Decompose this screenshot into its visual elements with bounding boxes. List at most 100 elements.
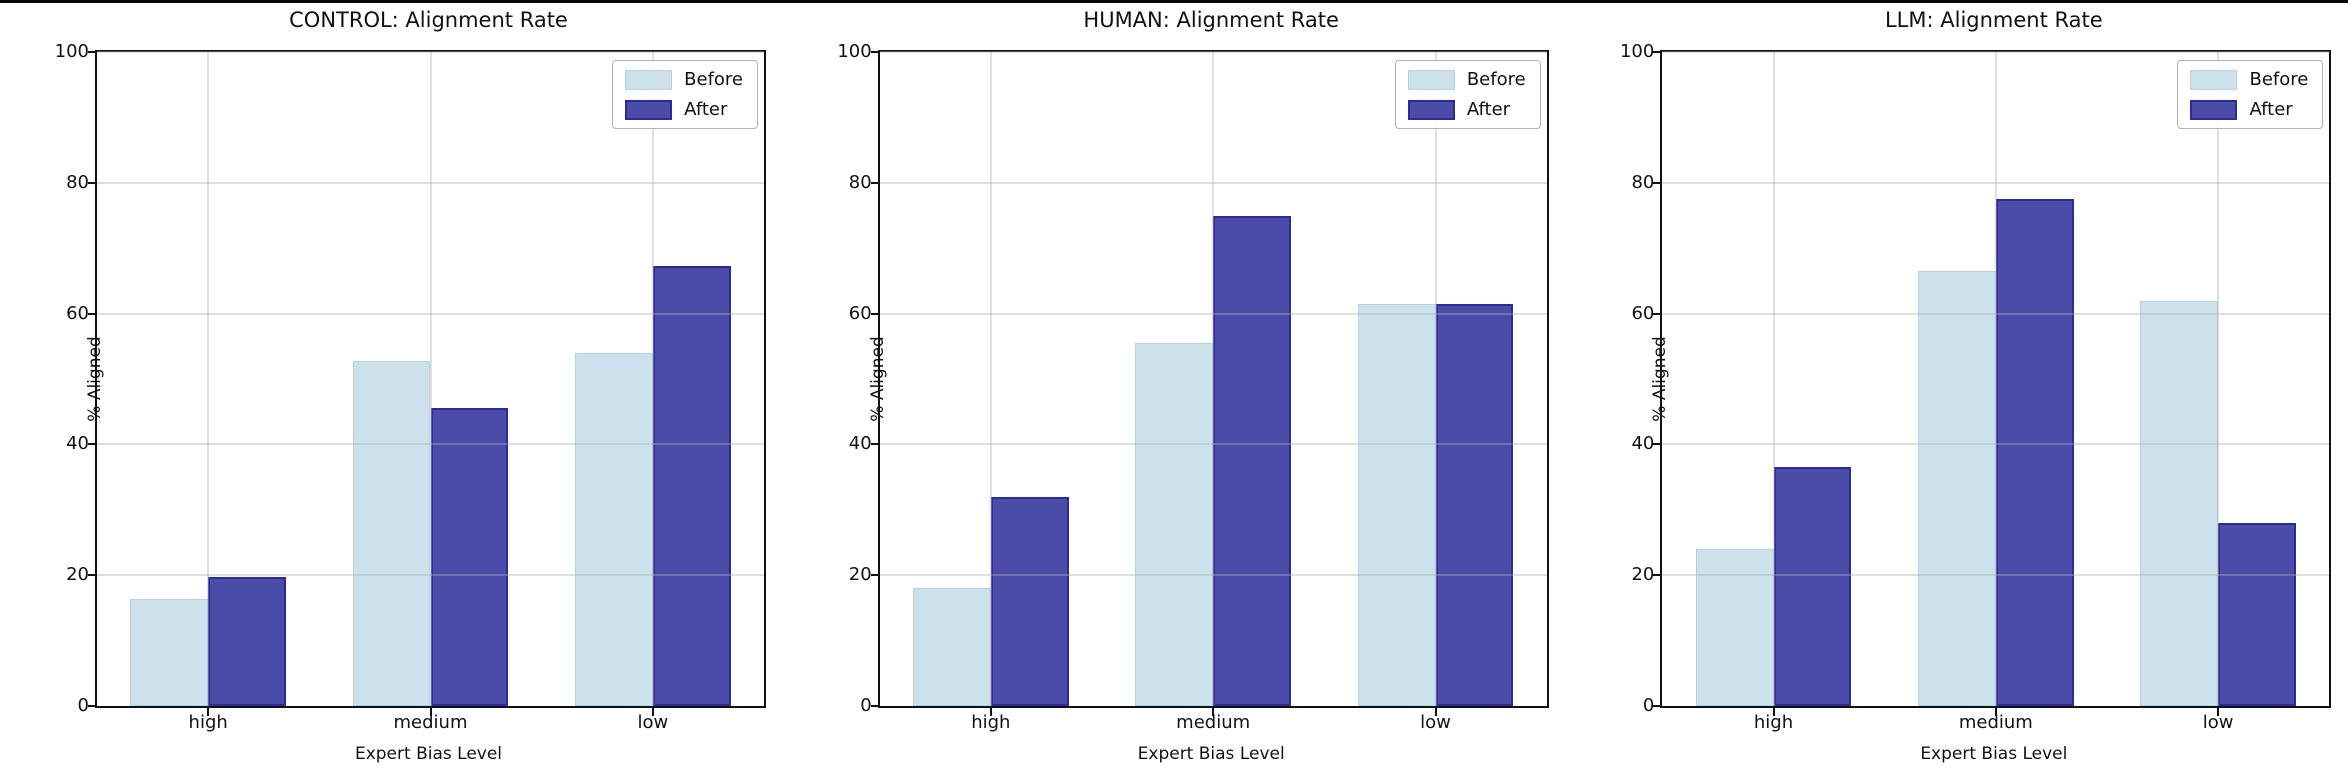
y-axis-label: % Aligned bbox=[867, 336, 888, 422]
y-tick-mark bbox=[870, 705, 878, 707]
legend: Before After bbox=[2177, 60, 2324, 129]
bar-human-before-medium bbox=[1135, 343, 1214, 706]
legend-label: Before bbox=[684, 69, 743, 90]
legend-swatch-before bbox=[2190, 69, 2238, 90]
x-tick-label: medium bbox=[393, 712, 468, 733]
bar-control-before-low bbox=[575, 352, 653, 706]
x-tick-label: high bbox=[188, 712, 228, 733]
chart-panel-llm: LLM: Alignment Rate % Aligned 0 20 40 60 80 1… bbox=[1565, 0, 2348, 782]
y-tick-mark bbox=[1653, 51, 1661, 53]
bar-llm-after-medium bbox=[1995, 199, 2074, 706]
y-tick-label: 0 bbox=[77, 695, 89, 716]
gridline-y-80 bbox=[97, 181, 764, 184]
legend-swatch-before bbox=[625, 69, 673, 90]
legend-swatch-before bbox=[1407, 69, 1455, 90]
legend: Before After bbox=[612, 60, 758, 129]
legend-swatch-after bbox=[625, 99, 673, 120]
y-tick-mark bbox=[88, 312, 95, 315]
x-tick-label: medium bbox=[1176, 712, 1251, 733]
x-tick-mark bbox=[1772, 708, 1775, 716]
y-tick-label: 40 bbox=[1631, 433, 1655, 455]
legend-row-before: Before bbox=[625, 69, 743, 90]
y-tick-label: 0 bbox=[860, 695, 872, 716]
y-tick-label: 100 bbox=[1619, 41, 1655, 62]
bar-llm-before-medium bbox=[1918, 271, 1996, 706]
x-tick-label: high bbox=[1753, 712, 1794, 733]
y-tick-mark bbox=[870, 181, 878, 184]
x-tick-mark bbox=[207, 708, 210, 716]
y-tick-label: 80 bbox=[66, 171, 89, 193]
legend: Before After bbox=[1394, 60, 1541, 129]
legend-label: After bbox=[684, 99, 728, 120]
y-tick-mark bbox=[870, 443, 878, 446]
x-axis-label: Expert Bias Level bbox=[354, 744, 503, 764]
bar-control-after-low bbox=[652, 265, 731, 706]
bar-llm-after-high bbox=[1773, 467, 1852, 706]
bar-control-before-medium bbox=[352, 360, 431, 706]
bar-llm-after-low bbox=[2218, 522, 2296, 706]
y-tick-label: 20 bbox=[848, 564, 872, 586]
x-axis-label: Expert Bias Level bbox=[1920, 744, 2068, 764]
x-tick-mark bbox=[429, 708, 432, 716]
x-tick-label: medium bbox=[1958, 712, 2033, 733]
y-axis-label: % Aligned bbox=[1650, 336, 1671, 422]
y-tick-label: 40 bbox=[66, 433, 89, 455]
y-tick-mark bbox=[870, 51, 878, 53]
y-tick-mark bbox=[88, 51, 95, 53]
gridline-y-80 bbox=[1662, 181, 2330, 184]
y-tick-label: 100 bbox=[54, 41, 89, 62]
legend-swatch-after bbox=[1407, 99, 1455, 120]
y-tick-mark bbox=[870, 312, 878, 315]
y-tick-mark bbox=[1653, 312, 1661, 315]
bar-control-before-high bbox=[130, 599, 209, 706]
plot-area: % Aligned 0 20 40 60 80 100 high medium low Befor… bbox=[1620, 42, 2332, 733]
y-tick-mark bbox=[88, 443, 95, 446]
x-tick-mark bbox=[1434, 708, 1437, 716]
y-tick-label: 20 bbox=[66, 564, 89, 586]
y-tick-label: 80 bbox=[1631, 171, 1655, 193]
legend-swatch-after bbox=[2190, 99, 2238, 120]
legend-label: After bbox=[1466, 99, 1511, 120]
bar-llm-before-low bbox=[2140, 300, 2219, 706]
bar-llm-before-high bbox=[1695, 549, 1774, 706]
y-tick-label: 60 bbox=[1631, 302, 1655, 324]
x-tick-mark bbox=[1994, 708, 1997, 716]
bar-human-after-low bbox=[1435, 303, 1514, 706]
legend-row-before: Before bbox=[1407, 69, 1526, 90]
y-tick-mark bbox=[88, 705, 95, 707]
x-tick-mark bbox=[1212, 708, 1215, 716]
y-tick-mark bbox=[1653, 705, 1661, 707]
legend-label: Before bbox=[1466, 69, 1526, 90]
plot-area: % Aligned 0 20 40 60 80 100 high medium low Befor… bbox=[837, 42, 1549, 733]
plot-area: % Aligned 0 20 40 60 80 100 high medium low Befor… bbox=[55, 42, 766, 733]
legend-label: After bbox=[2249, 99, 2293, 120]
x-tick-mark bbox=[2217, 708, 2220, 716]
window-top-border bbox=[0, 0, 2348, 3]
chart-title: HUMAN: Alignment Rate bbox=[1083, 8, 1339, 32]
y-tick-label: 40 bbox=[848, 433, 872, 455]
legend-label: Before bbox=[2249, 69, 2309, 90]
bar-human-before-high bbox=[913, 588, 991, 706]
y-tick-label: 100 bbox=[837, 41, 872, 62]
y-tick-label: 60 bbox=[66, 302, 89, 324]
legend-row-before: Before bbox=[2190, 69, 2308, 90]
y-tick-mark bbox=[88, 574, 95, 577]
chart-panel-human: HUMAN: Alignment Rate % Aligned 0 20 40 60 8… bbox=[783, 0, 1566, 782]
y-tick-mark bbox=[1653, 574, 1661, 577]
gridline-y-100 bbox=[1662, 51, 2330, 53]
y-tick-label: 80 bbox=[848, 171, 872, 193]
y-tick-label: 20 bbox=[1631, 564, 1655, 586]
x-tick-label: low bbox=[637, 712, 669, 733]
chart-title: CONTROL: Alignment Rate bbox=[289, 8, 568, 32]
y-tick-mark bbox=[1653, 181, 1661, 184]
bar-human-before-low bbox=[1357, 303, 1436, 706]
y-tick-mark bbox=[88, 181, 95, 184]
bar-human-after-high bbox=[990, 496, 1069, 706]
x-tick-label: low bbox=[2202, 712, 2234, 733]
x-tick-label: low bbox=[1420, 712, 1451, 733]
y-axis-label: % Aligned bbox=[85, 336, 105, 422]
y-tick-mark bbox=[870, 574, 878, 577]
x-tick-label: high bbox=[971, 712, 1011, 733]
chart-panel-control: CONTROL: Alignment Rate % Aligned 0 20 40 6… bbox=[0, 0, 783, 782]
